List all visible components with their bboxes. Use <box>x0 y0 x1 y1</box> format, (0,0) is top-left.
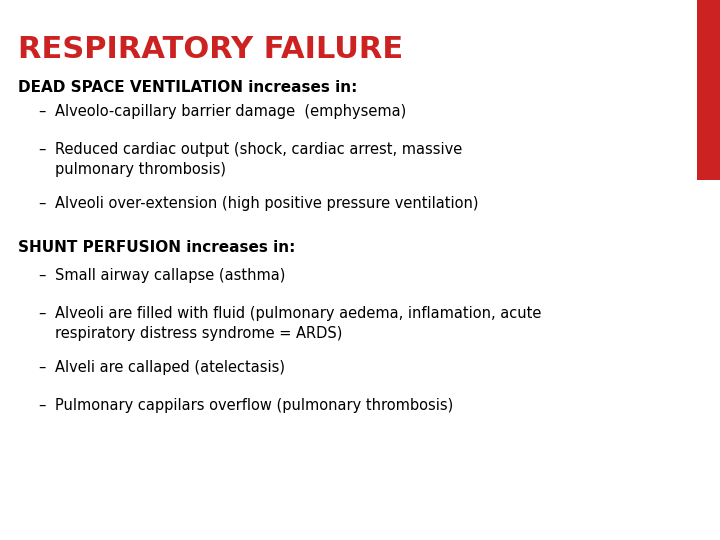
Text: Alveolo-capillary barrier damage  (emphysema): Alveolo-capillary barrier damage (emphys… <box>55 104 406 119</box>
Text: –: – <box>38 104 45 119</box>
Text: DEAD SPACE VENTILATION increases in:: DEAD SPACE VENTILATION increases in: <box>18 80 357 95</box>
Text: –: – <box>38 196 45 211</box>
Text: SHUNT PERFUSION increases in:: SHUNT PERFUSION increases in: <box>18 240 295 255</box>
Text: Small airway callapse (asthma): Small airway callapse (asthma) <box>55 268 285 283</box>
Text: –: – <box>38 268 45 283</box>
Bar <box>697 0 720 180</box>
Text: –: – <box>38 360 45 375</box>
Text: Pulmonary cappilars overflow (pulmonary thrombosis): Pulmonary cappilars overflow (pulmonary … <box>55 398 454 413</box>
Text: –: – <box>38 142 45 157</box>
Text: Reduced cardiac output (shock, cardiac arrest, massive
pulmonary thrombosis): Reduced cardiac output (shock, cardiac a… <box>55 142 462 177</box>
Text: –: – <box>38 306 45 321</box>
Text: RESPIRATORY FAILURE: RESPIRATORY FAILURE <box>18 35 403 64</box>
Text: –: – <box>38 398 45 413</box>
Text: Alveli are callaped (atelectasis): Alveli are callaped (atelectasis) <box>55 360 285 375</box>
Text: Alveoli are filled with fluid (pulmonary aedema, inflamation, acute
respiratory : Alveoli are filled with fluid (pulmonary… <box>55 306 541 341</box>
Text: Alveoli over-extension (high positive pressure ventilation): Alveoli over-extension (high positive pr… <box>55 196 479 211</box>
